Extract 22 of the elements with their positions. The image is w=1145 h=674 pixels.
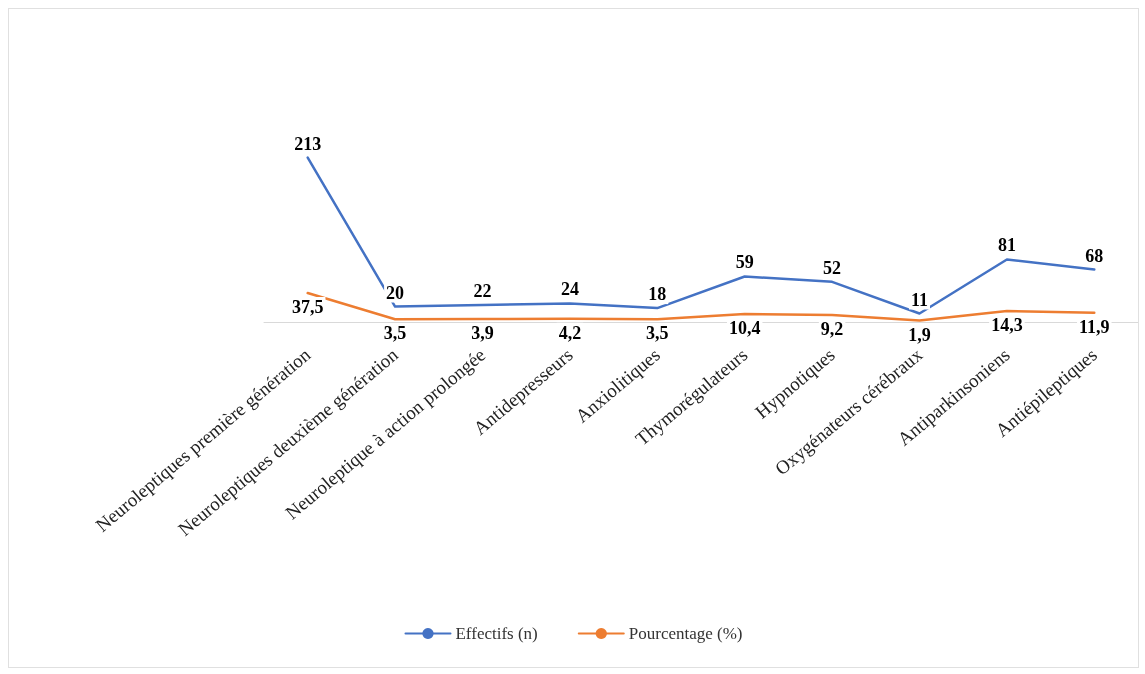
data-label: 81 [997, 235, 1016, 256]
data-label: 52 [823, 257, 842, 278]
data-label: 3,9 [471, 322, 494, 343]
data-label: 3,5 [646, 323, 669, 344]
data-label: 4,2 [558, 322, 582, 343]
data-label: 20 [386, 282, 405, 303]
data-label: 37,5 [291, 297, 324, 318]
data-label: 22 [473, 281, 492, 302]
legend-label: Pourcentage (%) [628, 624, 743, 643]
legend-label: Effectifs (n) [455, 624, 538, 643]
data-label: 11 [910, 289, 929, 310]
data-label: 1,9 [908, 324, 931, 345]
data-label: 3,5 [383, 323, 407, 344]
data-label: 59 [735, 252, 754, 273]
data-label: 11,9 [1079, 316, 1110, 337]
data-label: 213 [294, 133, 322, 154]
data-label: 24 [560, 279, 579, 300]
data-label: 10,4 [728, 317, 761, 338]
data-label: 9,2 [820, 318, 844, 339]
data-label: 14,3 [991, 314, 1023, 335]
data-label: 18 [648, 284, 667, 305]
data-label: 68 [1085, 245, 1104, 266]
